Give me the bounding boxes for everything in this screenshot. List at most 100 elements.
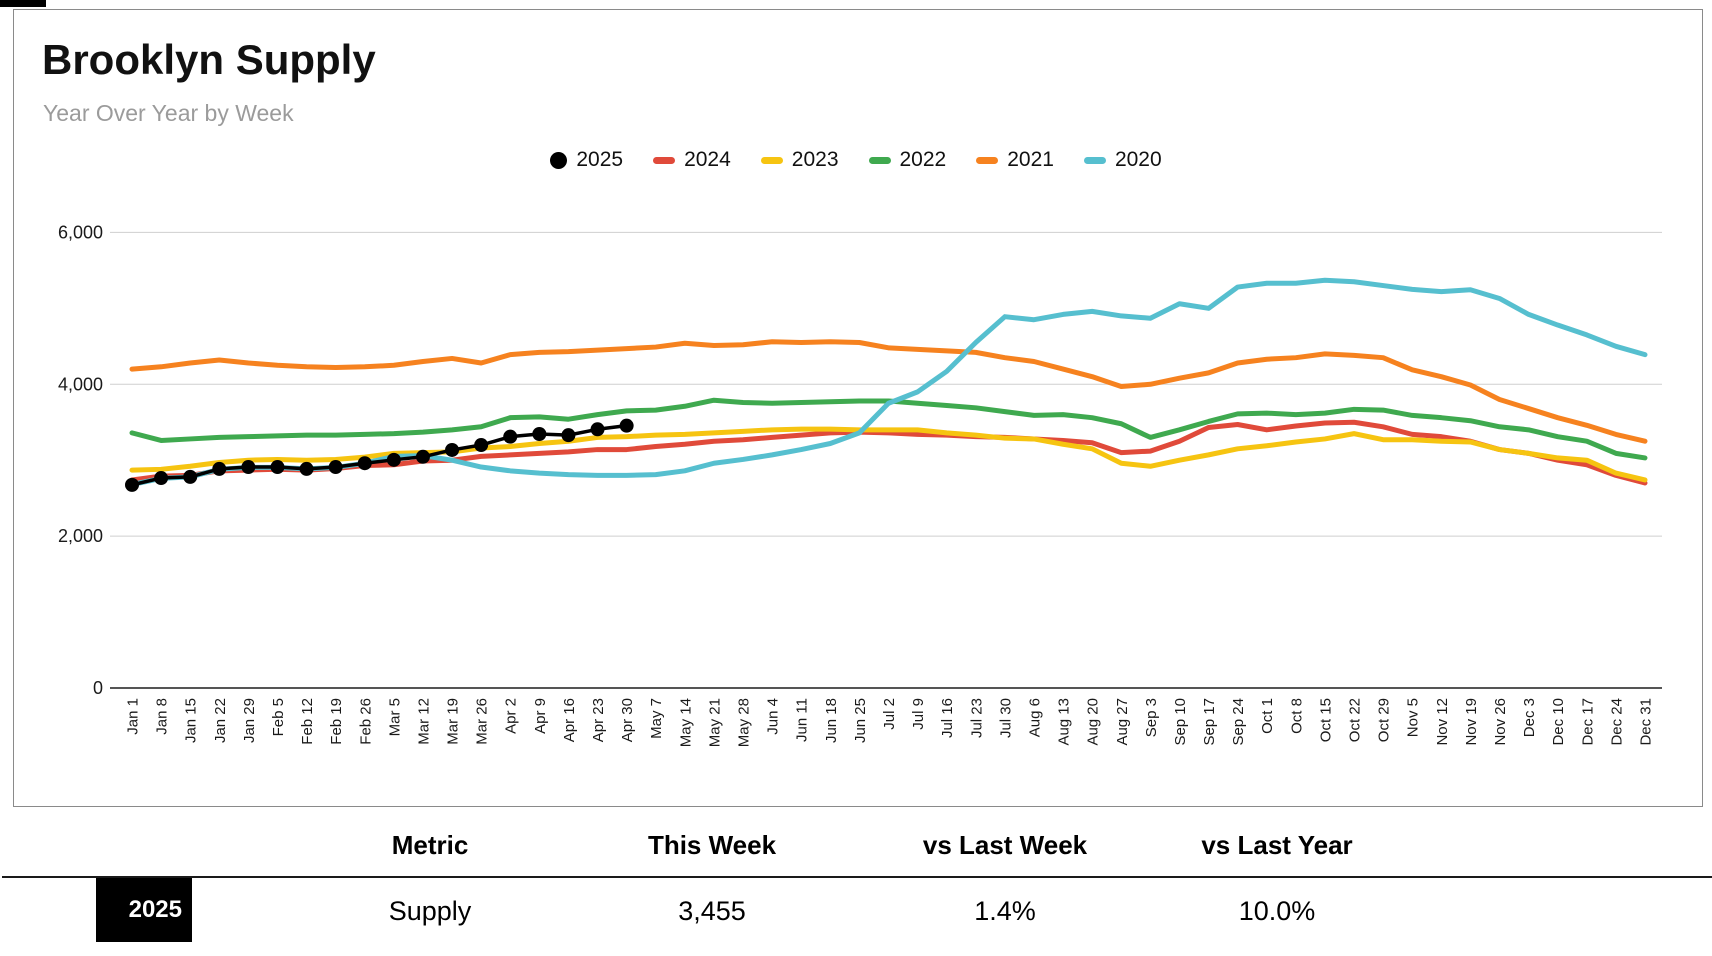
x-axis-label-jul-30: Jul 30 — [997, 698, 1014, 738]
x-axis-label-may-21: May 21 — [706, 698, 723, 747]
legend-swatch-2020 — [1083, 156, 1106, 164]
legend-swatch-2021 — [976, 156, 999, 164]
x-axis-label-mar-19: Mar 19 — [445, 698, 462, 745]
series-2025-point-apr-2 — [503, 429, 518, 444]
x-axis-label-sep-10: Sep 10 — [1172, 698, 1189, 746]
x-axis-label-jul-2: Jul 2 — [881, 698, 898, 730]
x-axis-label-oct-29: Oct 29 — [1376, 698, 1393, 742]
table-header-this-week: This Week — [647, 830, 777, 860]
x-axis-label-jan-15: Jan 15 — [183, 698, 200, 743]
y-axis-label-6000: 6,000 — [58, 222, 103, 242]
series-2025-point-feb-19 — [328, 460, 343, 475]
legend-item-2020[interactable]: 2020 — [1083, 148, 1162, 172]
series-2025-point-mar-5 — [386, 452, 401, 467]
x-axis-label-aug-20: Aug 20 — [1085, 698, 1102, 746]
series-2025-point-jan-22 — [212, 461, 227, 476]
legend-item-2022[interactable]: 2022 — [868, 148, 947, 172]
x-axis-label-jan-29: Jan 29 — [241, 698, 258, 743]
x-axis-label-jan-8: Jan 8 — [154, 698, 171, 735]
legend-item-2021[interactable]: 2021 — [976, 148, 1054, 172]
table-cell-this-week: 3,455 — [678, 896, 746, 926]
table-header-metric: Metric — [391, 830, 469, 860]
x-axis-label-apr-30: Apr 30 — [619, 698, 636, 742]
table-header-vs-last-week: vs Last Week — [922, 830, 1088, 860]
legend-swatch-2024 — [653, 156, 676, 164]
series-2025-point-apr-9 — [532, 427, 547, 442]
series-2025-point-apr-30 — [619, 418, 634, 433]
x-axis-label-apr-16: Apr 16 — [561, 698, 578, 742]
x-axis-label-sep-17: Sep 17 — [1201, 698, 1218, 746]
x-axis-label-oct-8: Oct 8 — [1288, 698, 1305, 734]
x-axis-label-nov-19: Nov 19 — [1463, 698, 1480, 746]
series-2021-line — [129, 339, 1648, 444]
x-axis-label-jan-1: Jan 1 — [125, 698, 142, 735]
y-axis-label-0: 0 — [93, 678, 103, 698]
x-axis-label-aug-6: Aug 6 — [1026, 698, 1043, 737]
x-axis-label-jun-4: Jun 4 — [765, 698, 782, 735]
legend-label-2023: 2023 — [791, 148, 839, 171]
x-axis-label-apr-23: Apr 23 — [590, 698, 607, 742]
legend-item-2024[interactable]: 2024 — [653, 148, 731, 172]
y-axis-label-2000: 2,000 — [58, 526, 103, 546]
legend-label-2024: 2024 — [684, 148, 731, 171]
series-2023-line — [129, 426, 1648, 483]
x-axis-label-dec-24: Dec 24 — [1608, 698, 1625, 746]
page-title: Brooklyn Supply — [42, 36, 376, 83]
year-badge: 2025 — [96, 878, 192, 942]
x-axis-label-may-7: May 7 — [648, 698, 665, 739]
x-axis-label-apr-2: Apr 2 — [503, 698, 520, 734]
x-axis-label-oct-22: Oct 22 — [1347, 698, 1364, 742]
x-axis-label-mar-26: Mar 26 — [474, 698, 491, 745]
legend-item-2023[interactable]: 2023 — [760, 148, 839, 172]
chart-card — [13, 9, 1703, 807]
series-2025-point-apr-16 — [561, 428, 576, 443]
table-cell-metric: Supply — [388, 896, 472, 926]
yoy-line-chart: 0 2,000 4,000 6,000 Jan 1 Jan 8 Jan 15 Jan 22 Ja… — [58, 222, 1662, 747]
x-axis-label-oct-1: Oct 1 — [1259, 698, 1276, 734]
x-axis-label-jun-18: Jun 18 — [823, 698, 840, 743]
series-2025-point-feb-26 — [357, 456, 372, 471]
series-2025-point-mar-19 — [445, 442, 460, 457]
table-cell-vs-last-week: 1.4% — [974, 896, 1036, 926]
x-axis-label-feb-26: Feb 26 — [357, 698, 374, 745]
x-axis-label-dec-3: Dec 3 — [1521, 698, 1538, 737]
series-2020-line — [129, 277, 1648, 487]
series-2025-point-jan-1 — [125, 477, 139, 492]
series-2025-point-jan-29 — [241, 460, 256, 475]
page-subtitle: Year Over Year by Week — [43, 100, 294, 126]
x-axis-label-jul-23: Jul 23 — [968, 698, 985, 738]
x-axis-label-dec-31: Dec 31 — [1637, 698, 1654, 746]
x-axis-label-oct-15: Oct 15 — [1317, 698, 1334, 742]
x-axis-label-jun-25: Jun 25 — [852, 698, 869, 743]
x-axis-label-mar-5: Mar 5 — [386, 698, 403, 736]
table-header-vs-last-year: vs Last Year — [1201, 830, 1353, 860]
x-axis-label-nov-12: Nov 12 — [1434, 698, 1451, 746]
series-2025-point-jan-15 — [183, 469, 198, 484]
x-axis-label-feb-19: Feb 19 — [328, 698, 345, 745]
series-2025-point-feb-12 — [299, 461, 314, 476]
legend-swatch-2025 — [550, 151, 568, 169]
x-axis-label-dec-10: Dec 10 — [1550, 698, 1567, 746]
series-2025-point-feb-5 — [270, 460, 285, 475]
x-axis-label-feb-5: Feb 5 — [270, 698, 287, 736]
x-axis-label-sep-3: Sep 3 — [1143, 698, 1160, 737]
legend-swatch-2022 — [868, 156, 891, 164]
y-axis-label-4000: 4,000 — [58, 374, 103, 394]
series-2025-point-mar-12 — [415, 449, 430, 464]
table-separator — [2, 876, 1712, 878]
screen-corner-artifact — [0, 0, 46, 7]
x-axis-label-dec-17: Dec 17 — [1579, 698, 1596, 746]
legend-label-2025: 2025 — [576, 148, 624, 171]
legend-label-2022: 2022 — [899, 148, 947, 171]
series-2025-point-jan-8 — [154, 471, 169, 486]
x-axis-label-jul-9: Jul 9 — [910, 698, 927, 730]
x-axis-label-nov-26: Nov 26 — [1492, 698, 1509, 746]
legend-item-2025[interactable]: 2025 — [550, 148, 623, 172]
x-axis-label-nov-5: Nov 5 — [1405, 698, 1422, 737]
x-axis-label-sep-24: Sep 24 — [1230, 698, 1247, 746]
x-axis-label-jun-11: Jun 11 — [794, 698, 811, 742]
legend-swatch-2023 — [760, 156, 783, 164]
x-axis-label-jan-22: Jan 22 — [212, 698, 229, 743]
chart-legend: 2025 2024 2023 2022 2021 2020 — [0, 148, 1712, 172]
